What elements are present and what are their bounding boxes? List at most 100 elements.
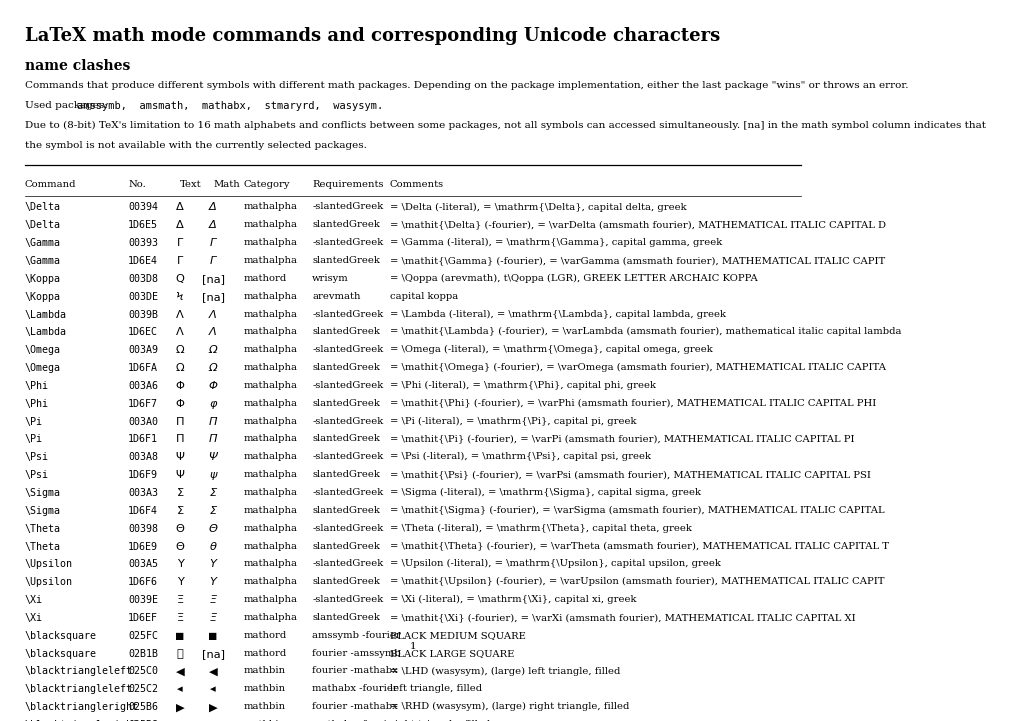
Text: mathord: mathord — [244, 631, 286, 640]
Text: slantedGreek: slantedGreek — [312, 399, 380, 408]
Text: = \mathit{\Pi} (-fourier), = \varPi (amsmath fourier), MATHEMATICAL ITALIC CAPIT: = \mathit{\Pi} (-fourier), = \varPi (ams… — [389, 435, 854, 443]
Text: Δ: Δ — [176, 221, 183, 230]
Text: mathalpha: mathalpha — [244, 417, 298, 425]
Text: Λ: Λ — [176, 327, 183, 337]
Text: \Delta: \Delta — [24, 203, 61, 213]
Text: the symbol is not available with the currently selected packages.: the symbol is not available with the cur… — [24, 141, 366, 150]
Text: 1: 1 — [410, 642, 416, 651]
Text: \blacksquare: \blacksquare — [24, 649, 97, 658]
Text: 003DE: 003DE — [127, 292, 158, 301]
Text: capital koppa: capital koppa — [389, 292, 458, 301]
Text: \Gamma: \Gamma — [24, 238, 61, 248]
Text: \Gamma: \Gamma — [24, 256, 61, 266]
Text: \Upsilon: \Upsilon — [24, 559, 72, 570]
Text: mathbin: mathbin — [244, 720, 285, 721]
Text: Ξ: Ξ — [176, 613, 183, 623]
Text: = \Gamma (-literal), = \mathrm{\Gamma}, capital gamma, greek: = \Gamma (-literal), = \mathrm{\Gamma}, … — [389, 238, 721, 247]
Text: fourier -amssymb: fourier -amssymb — [312, 649, 400, 658]
Text: = \mathit{\Sigma} (-fourier), = \varSigma (amsmath fourier), MATHEMATICAL ITALIC: = \mathit{\Sigma} (-fourier), = \varSigm… — [389, 506, 883, 515]
Text: ▶: ▶ — [209, 702, 217, 712]
Text: = \mathit{\Theta} (-fourier), = \varTheta (amsmath fourier), MATHEMATICAL ITALIC: = \mathit{\Theta} (-fourier), = \varThet… — [389, 541, 888, 551]
Text: Ψ: Ψ — [175, 470, 184, 480]
Text: mathabx -fourier: mathabx -fourier — [312, 684, 397, 694]
Text: Φ: Φ — [175, 399, 184, 409]
Text: = \mathit{\Xi} (-fourier), = \varXi (amsmath fourier), MATHEMATICAL ITALIC CAPIT: = \mathit{\Xi} (-fourier), = \varXi (ams… — [389, 613, 855, 622]
Text: Λ: Λ — [209, 327, 217, 337]
Text: = \Psi (-literal), = \mathrm{\Psi}, capital psi, greek: = \Psi (-literal), = \mathrm{\Psi}, capi… — [389, 452, 650, 461]
Text: Υ: Υ — [176, 559, 183, 570]
Text: Δ: Δ — [176, 203, 183, 213]
Text: Λ: Λ — [176, 309, 183, 319]
Text: = \Qoppa (arevmath), t\Qoppa (LGR), GREEK LETTER ARCHAIC KOPPA: = \Qoppa (arevmath), t\Qoppa (LGR), GREE… — [389, 274, 757, 283]
Text: mathalpha: mathalpha — [244, 381, 298, 390]
Text: = \Theta (-literal), = \mathrm{\Theta}, capital theta, greek: = \Theta (-literal), = \mathrm{\Theta}, … — [389, 523, 691, 533]
Text: mathalpha: mathalpha — [244, 470, 298, 479]
Text: mathalpha: mathalpha — [244, 345, 298, 354]
Text: [na]: [na] — [202, 649, 224, 658]
Text: Υ: Υ — [209, 578, 216, 587]
Text: Q: Q — [175, 274, 184, 284]
Text: \blacktriangleleft: \blacktriangleleft — [24, 666, 132, 676]
Text: = \mathit{\Psi} (-fourier), = \varPsi (amsmath fourier), MATHEMATICAL ITALIC CAP: = \mathit{\Psi} (-fourier), = \varPsi (a… — [389, 470, 870, 479]
Text: mathalpha: mathalpha — [244, 559, 298, 568]
Text: slantedGreek: slantedGreek — [312, 613, 380, 622]
Text: \Upsilon: \Upsilon — [24, 578, 72, 587]
Text: Λ: Λ — [209, 309, 217, 319]
Text: Π: Π — [175, 417, 184, 427]
Text: ◂: ◂ — [177, 684, 182, 694]
Text: name clashes: name clashes — [24, 58, 130, 73]
Text: \Koppa: \Koppa — [24, 274, 61, 284]
Text: slantedGreek: slantedGreek — [312, 578, 380, 586]
Text: \Delta: \Delta — [24, 221, 61, 230]
Text: mathalpha: mathalpha — [244, 488, 298, 497]
Text: 00393: 00393 — [127, 238, 158, 248]
Text: -slantedGreek: -slantedGreek — [312, 595, 383, 604]
Text: Γ: Γ — [210, 256, 216, 266]
Text: mathord: mathord — [244, 274, 286, 283]
Text: right triangle, filled: right triangle, filled — [389, 720, 489, 721]
Text: fourier -mathabx: fourier -mathabx — [312, 666, 397, 676]
Text: -slantedGreek: -slantedGreek — [312, 203, 383, 211]
Text: Φ: Φ — [175, 381, 184, 391]
Text: Ξ: Ξ — [209, 613, 216, 623]
Text: Requirements: Requirements — [312, 180, 383, 189]
Text: 1D6F9: 1D6F9 — [127, 470, 158, 480]
Text: ◀: ◀ — [175, 666, 184, 676]
Text: mathbin: mathbin — [244, 684, 285, 694]
Text: Φ: Φ — [208, 381, 217, 391]
Text: 1D6F7: 1D6F7 — [127, 399, 158, 409]
Text: \Xi: \Xi — [24, 613, 43, 623]
Text: mathalpha: mathalpha — [244, 506, 298, 515]
Text: = \Pi (-literal), = \mathrm{\Pi}, capital pi, greek: = \Pi (-literal), = \mathrm{\Pi}, capita… — [389, 417, 636, 425]
Text: Υ: Υ — [209, 559, 216, 570]
Text: \Psi: \Psi — [24, 470, 49, 480]
Text: Π: Π — [175, 435, 184, 444]
Text: ψ: ψ — [209, 470, 217, 480]
Text: Σ: Σ — [209, 488, 216, 498]
Text: arevmath: arevmath — [312, 292, 361, 301]
Text: 025C0: 025C0 — [127, 666, 158, 676]
Text: Ξ: Ξ — [209, 595, 216, 605]
Text: 003A5: 003A5 — [127, 559, 158, 570]
Text: mathalpha: mathalpha — [244, 309, 298, 319]
Text: \blacksquare: \blacksquare — [24, 631, 97, 641]
Text: \Omega: \Omega — [24, 363, 61, 373]
Text: = \LHD (wasysym), (large) left triangle, filled: = \LHD (wasysym), (large) left triangle,… — [389, 666, 620, 676]
Text: = \Delta (-literal), = \mathrm{\Delta}, capital delta, greek: = \Delta (-literal), = \mathrm{\Delta}, … — [389, 203, 686, 211]
Text: Δ: Δ — [209, 221, 217, 230]
Text: Γ: Γ — [176, 238, 183, 248]
Text: mathalpha: mathalpha — [244, 523, 298, 533]
Text: slantedGreek: slantedGreek — [312, 327, 380, 337]
Text: ▶: ▶ — [175, 702, 184, 712]
Text: \Pi: \Pi — [24, 417, 43, 427]
Text: 0039E: 0039E — [127, 595, 158, 605]
Text: mathalpha: mathalpha — [244, 452, 298, 461]
Text: Π: Π — [209, 435, 217, 444]
Text: Υ: Υ — [176, 578, 183, 587]
Text: Ω: Ω — [209, 345, 217, 355]
Text: \Sigma: \Sigma — [24, 506, 61, 516]
Text: 003D8: 003D8 — [127, 274, 158, 284]
Text: Ω: Ω — [175, 363, 184, 373]
Text: = \mathit{\Gamma} (-fourier), = \varGamma (amsmath fourier), MATHEMATICAL ITALIC: = \mathit{\Gamma} (-fourier), = \varGamm… — [389, 256, 884, 265]
Text: Θ: Θ — [175, 523, 184, 534]
